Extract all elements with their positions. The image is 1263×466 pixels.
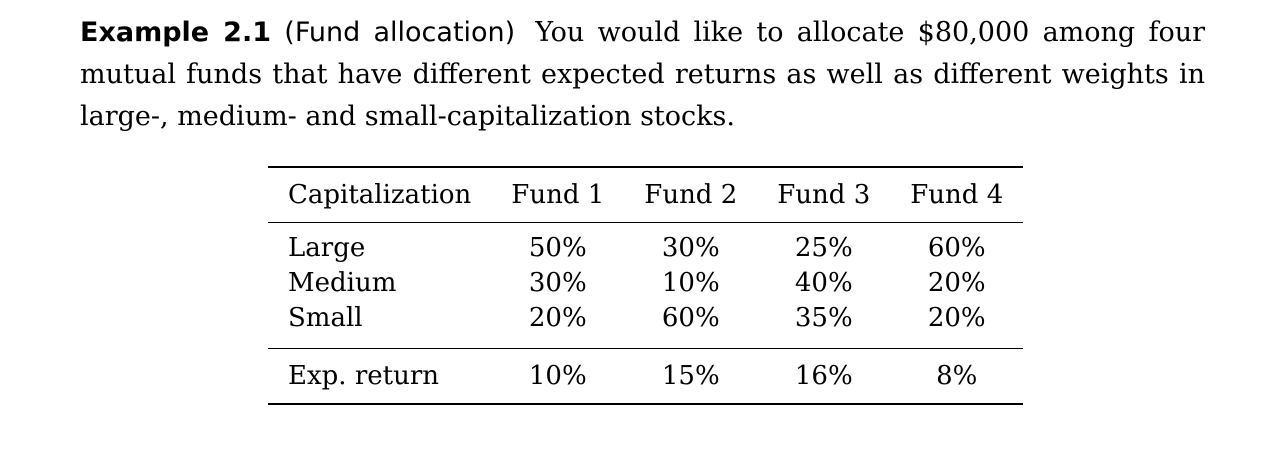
table-cell: 10% [491, 348, 625, 404]
table-cell: 40% [794, 268, 853, 298]
example-label: Example 2.1 [80, 17, 272, 48]
table-cell: 30% [661, 233, 720, 263]
example-heading: Example 2.1 (Fund allocation) [80, 17, 515, 48]
table-cell: 10% [661, 268, 720, 298]
table-cell: 16% [757, 348, 891, 404]
table-cell: 15% [624, 348, 758, 404]
example-text: You would like to allocate $80,000 among… [80, 17, 1205, 132]
row-label: Medium [288, 268, 397, 298]
table-header-row: Capitalization Fund 1 Fund 2 Fund 3 Fund… [268, 167, 1024, 223]
table-cell: 30% [528, 268, 587, 298]
example-title: (Fund allocation) [284, 17, 516, 48]
table-row-small: Small 20% 60% 35% 20% [268, 301, 1023, 349]
row-label: Small [288, 303, 363, 333]
column-header-fund-3: Fund 3 [757, 167, 891, 223]
table-cell: 60% [661, 303, 720, 333]
table-cell: 50% [528, 233, 587, 263]
table-cell: 60% [927, 233, 986, 263]
fund-allocation-table: Capitalization Fund 1 Fund 2 Fund 3 Fund… [268, 166, 1024, 405]
column-header-fund-1: Fund 1 [491, 167, 625, 223]
column-header-fund-2: Fund 2 [624, 167, 758, 223]
table-cell: 20% [528, 303, 587, 333]
table-cell: 8% [890, 348, 1024, 404]
row-label: Large [288, 233, 366, 263]
example-paragraph: Example 2.1 (Fund allocation) You would l… [80, 12, 1205, 138]
table-cell: 20% [927, 268, 986, 298]
table-cell: 25% [794, 233, 853, 263]
table-cell: 35% [794, 303, 853, 333]
table-row-large: Large 50% 30% 25% 60% [268, 223, 1023, 267]
row-label: Exp. return [268, 348, 492, 404]
table-row-exp-return: Exp. return 10% 15% 16% 8% [268, 348, 1024, 404]
table-row-medium: Medium 30% 10% 40% 20% [268, 266, 1023, 301]
table-cell: 20% [927, 303, 986, 333]
column-header-capitalization: Capitalization [268, 167, 492, 223]
column-header-fund-4: Fund 4 [890, 167, 1024, 223]
